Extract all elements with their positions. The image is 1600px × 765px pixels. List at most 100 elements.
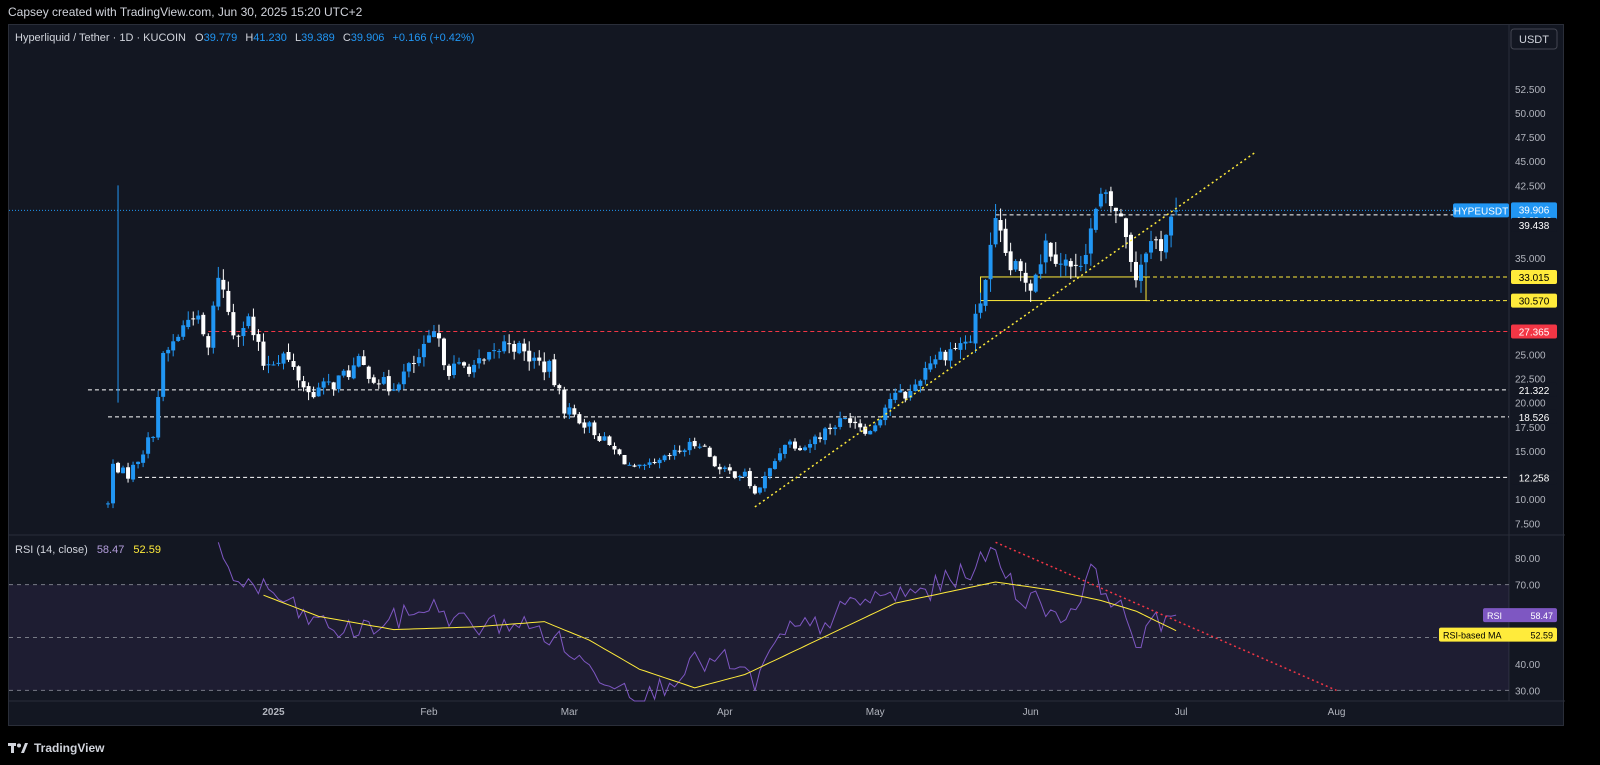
high-label: H: [245, 32, 253, 44]
candle-body: [436, 333, 441, 339]
candle-body: [592, 422, 597, 436]
candle-body: [737, 476, 742, 478]
candle-body: [687, 441, 692, 451]
rsi-ma-value: 52.59: [133, 544, 161, 556]
candle-body: [1123, 218, 1128, 238]
rsi-ma-badge-value: 52.59: [1530, 631, 1553, 641]
candle-body: [386, 376, 391, 392]
candle-body: [798, 448, 803, 451]
candle-body: [1103, 192, 1108, 194]
level-badge-21.322-text: 21.322: [1519, 386, 1550, 397]
horizontal-levels: [9, 209, 1509, 478]
candle-body: [818, 437, 823, 439]
candle-body: [517, 342, 522, 354]
candle-body: [823, 428, 828, 441]
candle-body: [166, 349, 171, 354]
candle-body: [1078, 265, 1083, 267]
price-tick-label: 50.000: [1515, 109, 1546, 120]
candle-body: [552, 359, 557, 386]
pane-separators: [9, 25, 1565, 702]
candle-body: [136, 461, 141, 465]
candle-body: [1133, 261, 1138, 281]
candle-body: [1013, 261, 1018, 270]
level-badge-21.322-bg: [1511, 382, 1557, 397]
candle-body: [1003, 228, 1008, 253]
candle-body: [346, 370, 351, 378]
level-badge-27.365-bg: [1511, 324, 1557, 339]
price-tick-label: 42.500: [1515, 181, 1546, 192]
last-price-value: 39.906: [1519, 205, 1550, 216]
candle-body: [452, 363, 457, 376]
time-tick-label: Mar: [561, 707, 579, 718]
candle-body: [1164, 234, 1169, 253]
chart-panel[interactable]: 52.500 50.000 47.500 45.000 42.500 35.000 25.0…: [8, 24, 1565, 727]
candle-body: [968, 341, 973, 343]
candles: [106, 185, 1179, 509]
candle-body: [762, 476, 767, 489]
candle-body: [1073, 264, 1078, 266]
candle-body: [512, 344, 517, 352]
candle-body: [226, 290, 231, 312]
chart-svg[interactable]: 52.500 50.000 47.500 45.000 42.500 35.000 25.0…: [9, 25, 1565, 727]
candle-body: [888, 399, 893, 409]
candle-body: [1058, 263, 1063, 265]
candle-body: [291, 361, 296, 367]
candle-body: [527, 350, 532, 362]
level-badge-33.015-bg: [1511, 269, 1557, 284]
currency-button[interactable]: USDT: [1510, 28, 1558, 50]
symbol-title: Hyperliquid / Tether · 1D · KUCOIN: [15, 32, 186, 44]
candle-body: [1068, 261, 1073, 267]
candle-body: [898, 390, 903, 393]
candle-body: [757, 487, 762, 493]
candle-body: [727, 467, 732, 471]
price-tick-label: 10.000: [1515, 495, 1546, 506]
candle-body: [828, 427, 833, 430]
candle-body: [477, 358, 482, 364]
level-badge-12.258-bg: [1511, 470, 1557, 485]
candle-body: [632, 465, 637, 467]
candle-body: [1154, 239, 1159, 241]
candle-body: [462, 362, 467, 366]
candle-body: [933, 359, 938, 365]
candle-body: [998, 220, 1003, 231]
candle-body: [833, 427, 838, 430]
candle-body: [587, 422, 592, 427]
tradingview-logo[interactable]: TradingView: [8, 741, 104, 755]
candle-body: [261, 341, 266, 366]
candle-body: [863, 426, 868, 434]
rsi-descending-trendline: [995, 541, 1337, 692]
candle-body: [266, 364, 271, 366]
candle-body: [652, 462, 657, 464]
candle-body: [231, 312, 236, 336]
currency-button-label: USDT: [1519, 34, 1549, 46]
candle-body: [502, 341, 507, 352]
rsi-tick-label: 70.00: [1515, 581, 1540, 592]
candle-body: [106, 503, 110, 505]
candle-body: [672, 449, 677, 456]
candle-body: [361, 356, 366, 365]
candle-body: [151, 436, 156, 438]
rsi-pane: [9, 541, 1509, 702]
close-value: 39.906: [351, 32, 385, 44]
level-badge-30.570-text: 30.570: [1519, 297, 1550, 308]
candle-body: [487, 352, 492, 360]
level-badge-18.526-bg: [1511, 409, 1557, 424]
candle-body: [321, 381, 326, 388]
candle-body: [1088, 228, 1093, 254]
candle-body: [371, 377, 376, 383]
candle-body: [792, 441, 797, 449]
candle-body: [236, 335, 241, 337]
candle-body: [281, 353, 286, 364]
candle-body: [787, 441, 792, 445]
price-tick-label: 45.000: [1515, 157, 1546, 168]
candle-body: [662, 455, 667, 461]
candle-body: [171, 341, 176, 351]
low-label: L: [295, 32, 301, 44]
candle-body: [893, 392, 898, 400]
candle-body: [306, 386, 311, 393]
candle-body: [808, 443, 813, 448]
candle-body: [216, 277, 221, 307]
candle-body: [973, 313, 978, 344]
candle-body: [963, 341, 968, 344]
candle-body: [191, 318, 196, 320]
